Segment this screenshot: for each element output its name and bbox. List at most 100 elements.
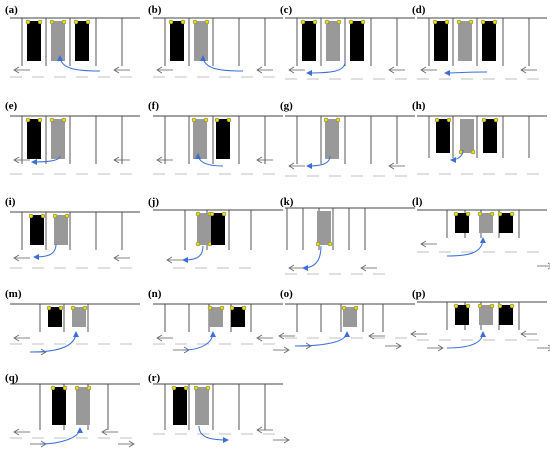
- panel-a-parked-car: [27, 21, 41, 61]
- panel-k-ego-car: [317, 211, 331, 245]
- panel-p-lane-arrow-head: [437, 344, 444, 352]
- panel-d-parked-car-marker: [432, 19, 438, 25]
- panel-b-ego-car: [194, 21, 208, 61]
- panel-p-parked-car-marker: [509, 303, 515, 309]
- panel-k-trajectory: [302, 245, 322, 271]
- panel-l-parked-car-marker: [465, 211, 471, 217]
- panel-r-parked-car-marker: [183, 385, 189, 391]
- panel-f-ego-car-marker: [203, 117, 209, 123]
- panel-d-ego-car-marker: [468, 19, 474, 25]
- panel-m-parked-car-marker: [58, 305, 64, 311]
- panel-l-parked-car: [499, 213, 513, 233]
- panel-c-parked-car-marker: [312, 19, 318, 25]
- panel-i-ego-car: [54, 215, 68, 245]
- panel-i-parked-car-marker: [40, 213, 46, 219]
- panel-label-p: (p): [412, 288, 426, 300]
- panel-n-lane-arrow-head: [283, 346, 290, 354]
- panel-p-lane-arrow-head: [410, 330, 417, 338]
- panel-b-parked-car: [170, 21, 184, 61]
- panel-p-ego-car-marker: [477, 303, 483, 309]
- panel-l-parked-car-marker: [453, 211, 459, 217]
- panel-m-ego-car: [72, 307, 86, 327]
- panel-k-ego-car-marker: [315, 241, 321, 247]
- panel-h-parked-car-marker: [434, 117, 440, 123]
- panel-b-ego-car-marker: [192, 19, 198, 25]
- panel-e-ego-car-marker: [49, 117, 55, 123]
- panel-label-o: (o): [280, 288, 293, 300]
- panel-e-parked-car: [27, 119, 41, 159]
- panel-a-lane-arrow-head: [13, 66, 20, 74]
- panel-q-parked-car: [52, 387, 66, 425]
- panel-b-parked-car-marker: [168, 19, 174, 25]
- panel-n-ego-car: [209, 307, 223, 327]
- panel-label-n: (n): [148, 288, 162, 300]
- panel-f-ego-car-marker: [191, 117, 197, 123]
- panel-label-g: (g): [280, 100, 293, 112]
- panel-l-parked-car-marker: [509, 211, 515, 217]
- panel-p-parked-car: [499, 305, 513, 325]
- panel-q-ego-car: [76, 387, 90, 425]
- panel-c-lane-arrow-head: [388, 66, 395, 74]
- panel-j-ego-car: [197, 213, 211, 245]
- panel-k-lane-arrow-head: [360, 264, 367, 272]
- panel-i-ego-car-marker: [64, 213, 70, 219]
- panel-a-parked-car-marker: [37, 19, 43, 25]
- panel-e-ego-car: [51, 119, 65, 159]
- panel-o-ego-car: [343, 307, 357, 327]
- panel-i-trajectory: [33, 243, 57, 260]
- panel-l-lane-arrow-head: [420, 240, 427, 248]
- panel-label-k: (k): [280, 196, 294, 208]
- panel-l-ego-car-marker: [477, 211, 483, 217]
- panel-o-lane-arrow-head: [395, 342, 402, 350]
- panel-q-lane-arrow-head: [101, 428, 108, 436]
- panel-p-lane-arrow-head: [520, 330, 527, 338]
- panel-k-ego-car-marker: [327, 241, 333, 247]
- panel-f-lane-arrow-head: [156, 156, 163, 164]
- panel-h-ego-car: [460, 119, 474, 153]
- panel-i-ego-car-marker: [52, 213, 58, 219]
- panel-b-lane-arrow-head: [156, 66, 163, 74]
- panel-d-parked-car: [482, 21, 496, 61]
- panel-d-ego-car-marker: [456, 19, 462, 25]
- panel-l-ego-car-marker: [489, 211, 495, 217]
- panel-label-r: (r): [148, 372, 161, 384]
- panel-a-lane-arrow-head: [113, 66, 120, 74]
- panel-c-trajectory: [306, 61, 346, 76]
- panel-g-lane-arrow-head: [388, 162, 395, 170]
- panel-f-parked-car-marker: [226, 117, 232, 123]
- panel-q-parked-car-marker: [62, 385, 68, 391]
- panel-n-parked-car-marker: [241, 305, 247, 311]
- panel-label-h: (h): [412, 100, 426, 112]
- panel-i-lane-arrow-head: [113, 254, 120, 262]
- panel-g-ego-car: [325, 119, 339, 159]
- panel-p-ego-car: [479, 305, 493, 325]
- panel-n-parked-car-marker: [229, 305, 235, 311]
- panel-o-ego-car-marker: [353, 305, 359, 311]
- panel-a-ego-car: [51, 21, 65, 61]
- panel-a-ego-car-marker: [61, 19, 67, 25]
- panel-h-ego-car-marker: [470, 149, 476, 155]
- panel-p-ego-car-marker: [489, 303, 495, 309]
- panel-e-lane-arrow-head: [113, 156, 120, 164]
- panel-label-d: (d): [412, 4, 426, 16]
- panel-c-ego-car: [326, 21, 340, 61]
- panel-a-parked-car: [75, 21, 89, 61]
- panel-d-parked-car-marker: [480, 19, 486, 25]
- panel-c-parked-car: [302, 21, 316, 61]
- panel-j-parked-car: [211, 213, 225, 245]
- panel-r-parked-car: [173, 387, 187, 425]
- panel-label-l: (l): [412, 196, 423, 208]
- panel-n-lane-arrow-head: [156, 334, 163, 342]
- panel-f-parked-car: [216, 119, 230, 159]
- panel-q-lane-arrow-head: [13, 428, 20, 436]
- panel-o-lane-arrow-head: [368, 332, 375, 340]
- panel-e-lane-arrow-head: [13, 156, 20, 164]
- panel-c-parked-car-marker: [360, 19, 366, 25]
- panel-e-parked-car-marker: [37, 117, 43, 123]
- panel-l-parked-car-marker: [497, 211, 503, 217]
- panel-q-parked-car-marker: [50, 385, 56, 391]
- panel-label-c: (c): [280, 4, 293, 16]
- panel-e-ego-car-marker: [61, 117, 67, 123]
- panel-d-ego-car: [458, 21, 472, 61]
